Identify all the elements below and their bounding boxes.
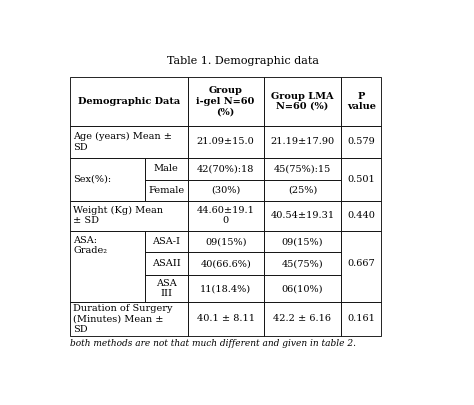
Text: ASA
III: ASA III <box>156 279 176 298</box>
Bar <box>264 158 341 180</box>
Bar <box>188 252 264 275</box>
Bar <box>188 302 264 335</box>
Text: both methods are not that much different and given in table 2.: both methods are not that much different… <box>70 339 356 347</box>
Bar <box>188 77 264 126</box>
Bar <box>341 158 381 201</box>
Bar <box>341 231 381 302</box>
Text: Female: Female <box>148 186 184 195</box>
Bar <box>264 201 341 231</box>
Text: Group
i-gel N=60
(%): Group i-gel N=60 (%) <box>196 86 255 116</box>
Bar <box>70 201 188 231</box>
Text: 06(10%): 06(10%) <box>282 284 323 293</box>
Bar <box>188 126 264 158</box>
Bar <box>264 252 341 275</box>
Bar <box>145 252 188 275</box>
Text: Duration of Surgery
(Minutes) Mean ±
SD: Duration of Surgery (Minutes) Mean ± SD <box>73 304 173 334</box>
Bar <box>341 77 381 126</box>
Bar <box>145 180 188 201</box>
Bar <box>264 77 341 126</box>
Bar <box>70 158 145 201</box>
Bar <box>264 126 341 158</box>
Bar <box>70 231 145 302</box>
Text: (25%): (25%) <box>288 186 317 195</box>
Bar <box>188 158 264 180</box>
Bar <box>70 302 188 335</box>
Bar <box>188 275 264 302</box>
Text: 0.501: 0.501 <box>347 175 375 184</box>
Bar <box>70 77 188 126</box>
Bar <box>341 126 381 158</box>
Text: Age (years) Mean ±
SD: Age (years) Mean ± SD <box>73 132 172 151</box>
Bar <box>341 302 381 335</box>
Text: 0.579: 0.579 <box>347 137 375 146</box>
Text: 40.54±19.31: 40.54±19.31 <box>271 211 335 220</box>
Text: P
value: P value <box>346 92 376 111</box>
Text: 44.60±19.1
0: 44.60±19.1 0 <box>197 206 255 226</box>
Text: 42(70%):18: 42(70%):18 <box>197 164 255 173</box>
Text: 0.667: 0.667 <box>347 260 375 269</box>
Bar <box>264 231 341 252</box>
Text: 40(66.6%): 40(66.6%) <box>201 260 251 269</box>
Bar <box>145 158 188 180</box>
Bar <box>188 201 264 231</box>
Text: 40.1 ± 8.11: 40.1 ± 8.11 <box>197 314 255 323</box>
Bar <box>70 126 188 158</box>
Text: Demographic Data: Demographic Data <box>78 97 180 106</box>
Text: (30%): (30%) <box>211 186 240 195</box>
Text: Table 1. Demographic data: Table 1. Demographic data <box>167 56 319 66</box>
Text: 21.19±17.90: 21.19±17.90 <box>271 137 335 146</box>
Text: Male: Male <box>154 164 179 173</box>
Bar <box>145 231 188 252</box>
Text: ASA-I: ASA-I <box>152 237 180 246</box>
Text: 21.09±15.0: 21.09±15.0 <box>197 137 255 146</box>
Text: Group LMA
N=60 (%): Group LMA N=60 (%) <box>271 92 334 111</box>
Text: 0.440: 0.440 <box>347 211 375 220</box>
Bar <box>264 302 341 335</box>
Text: ASA:
Grade₂: ASA: Grade₂ <box>73 236 107 255</box>
Text: 09(15%): 09(15%) <box>205 237 246 246</box>
Bar <box>264 275 341 302</box>
Bar <box>188 231 264 252</box>
Bar <box>341 201 381 231</box>
Text: Sex(%):: Sex(%): <box>73 175 111 184</box>
Text: 0.161: 0.161 <box>347 314 375 323</box>
Text: 09(15%): 09(15%) <box>282 237 323 246</box>
Text: 45(75%):15: 45(75%):15 <box>274 164 331 173</box>
Bar <box>145 275 188 302</box>
Text: 42.2 ± 6.16: 42.2 ± 6.16 <box>273 314 331 323</box>
Text: Weight (Kg) Mean
± SD: Weight (Kg) Mean ± SD <box>73 206 163 226</box>
Bar <box>264 180 341 201</box>
Text: 45(75%): 45(75%) <box>282 260 323 269</box>
Text: ASAII: ASAII <box>152 260 181 269</box>
Bar <box>188 180 264 201</box>
Text: 11(18.4%): 11(18.4%) <box>200 284 251 293</box>
